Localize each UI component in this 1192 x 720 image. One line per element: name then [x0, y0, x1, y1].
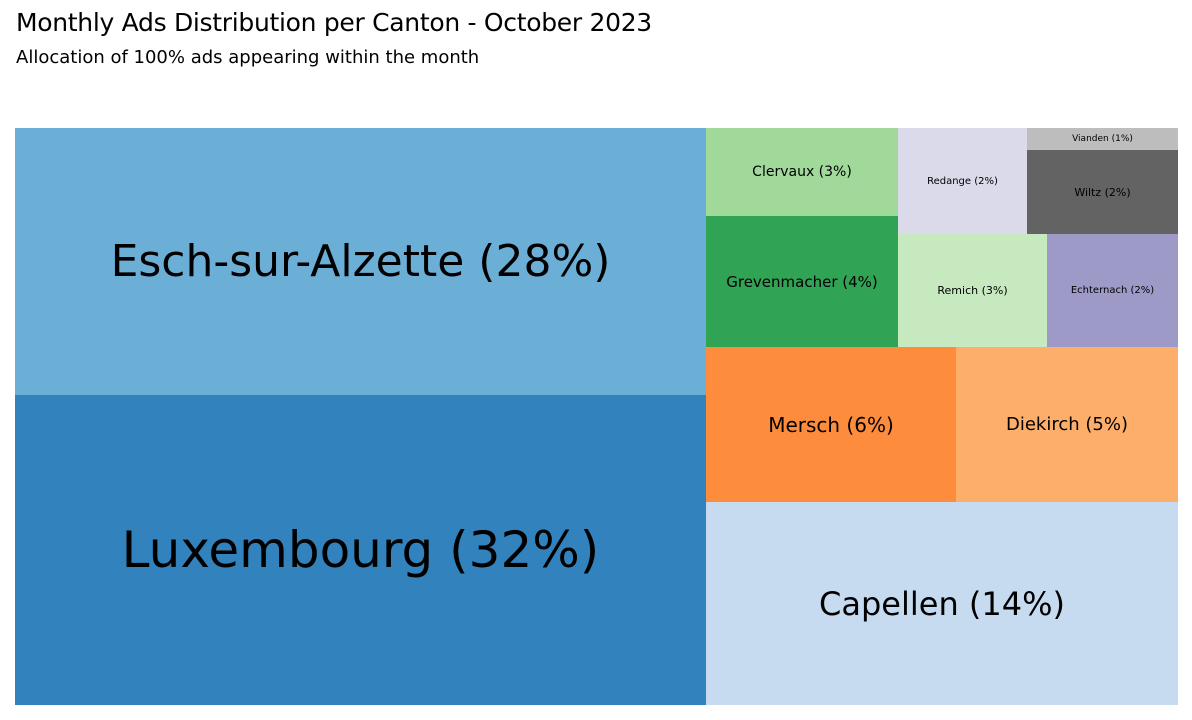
tile-mersch: Mersch (6%) [706, 347, 956, 502]
tile-label: Luxembourg (32%) [121, 521, 600, 579]
tile-grevenmacher: Grevenmacher (4%) [706, 216, 898, 347]
tile-echternach: Echternach (2%) [1047, 234, 1178, 347]
tile-redange: Redange (2%) [898, 128, 1027, 234]
tile-wiltz: Wiltz (2%) [1027, 150, 1178, 234]
tile-clervaux: Clervaux (3%) [706, 128, 898, 216]
tile-label: Mersch (6%) [768, 412, 894, 437]
tile-label: Diekirch (5%) [1006, 414, 1128, 435]
tile-label: Redange (2%) [927, 175, 998, 187]
tile-diekirch: Diekirch (5%) [956, 347, 1178, 502]
treemap: Luxembourg (32%) Esch-sur-Alzette (28%) Ca… [15, 128, 1178, 705]
tile-label: Echternach (2%) [1070, 285, 1155, 296]
tile-label: Clervaux (3%) [752, 164, 852, 180]
tile-vianden: Vianden (1%) [1027, 128, 1178, 150]
chart-title: Monthly Ads Distribution per Canton - Oc… [16, 8, 652, 37]
tile-capellen: Capellen (14%) [706, 502, 1178, 705]
tile-luxembourg: Luxembourg (32%) [15, 395, 706, 705]
tile-label: Capellen (14%) [819, 584, 1065, 623]
tile-remich: Remich (3%) [898, 234, 1047, 347]
tile-esch-sur-alzette: Esch-sur-Alzette (28%) [15, 128, 706, 395]
tile-label: Esch-sur-Alzette (28%) [110, 236, 611, 287]
chart-subtitle: Allocation of 100% ads appearing within … [16, 47, 480, 68]
tile-label: Remich (3%) [937, 284, 1008, 297]
tile-label: Vianden (1%) [1072, 134, 1133, 144]
tile-label: Wiltz (2%) [1074, 185, 1131, 199]
tile-label: Grevenmacher (4%) [726, 272, 878, 291]
